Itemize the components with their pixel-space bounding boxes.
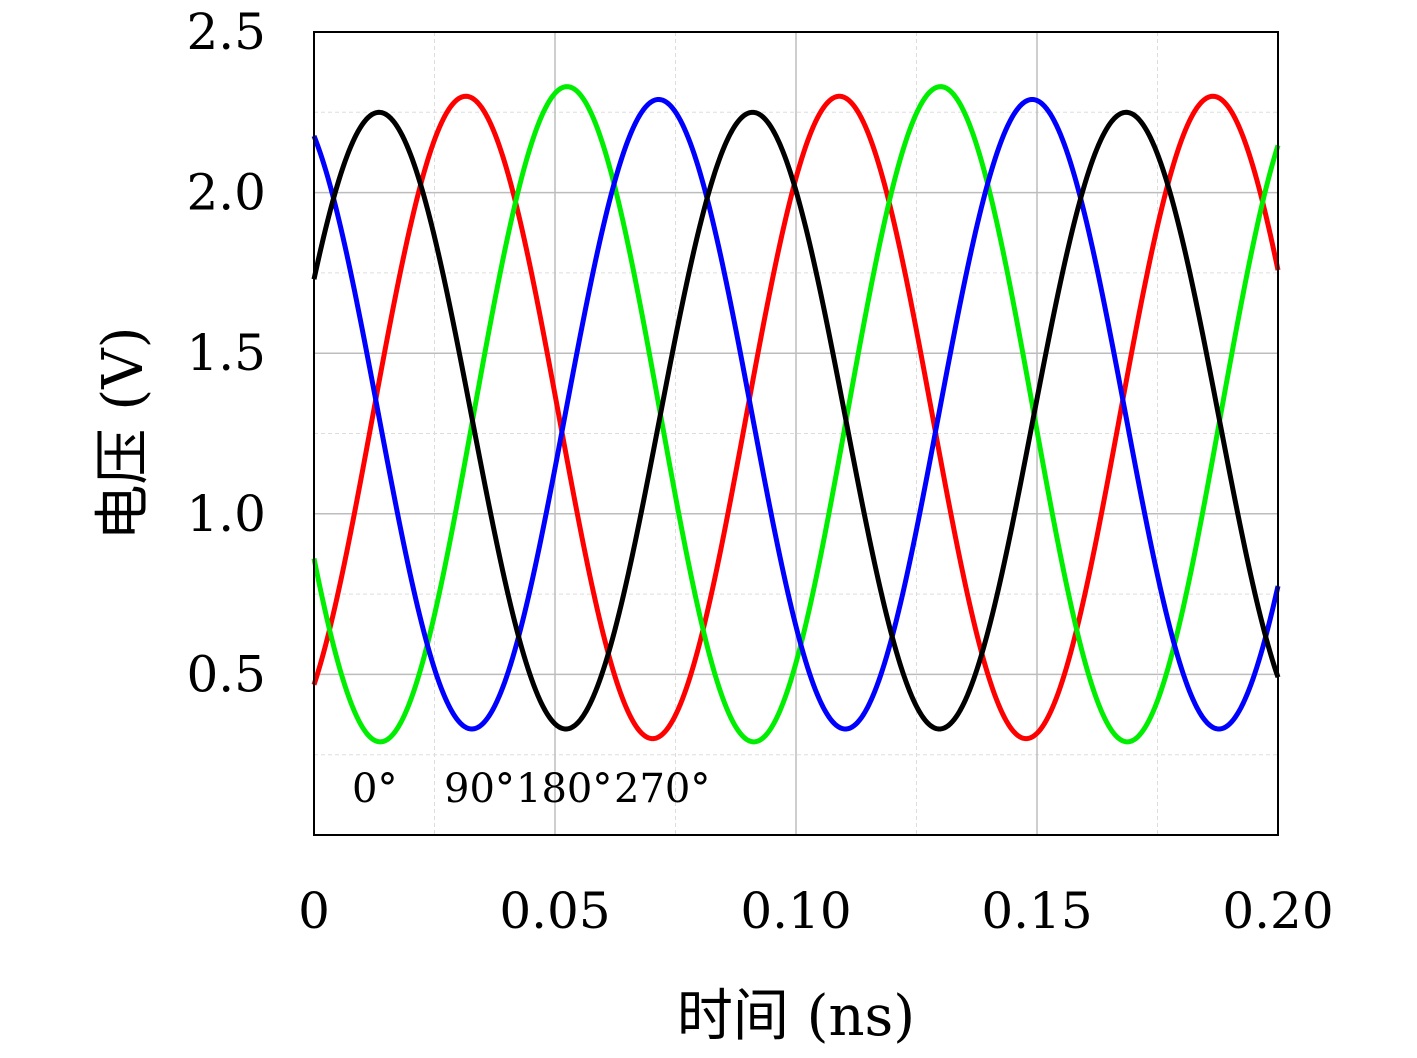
series-line-180 bbox=[311, 96, 1281, 732]
y-tick-labels: 0.5 1.0 1.5 2.0 2.5 bbox=[186, 3, 266, 703]
x-tick-label: 0.10 bbox=[740, 882, 851, 940]
phase-annotations: 0° 90° 180° 270° bbox=[352, 766, 710, 812]
series-layer bbox=[311, 84, 1281, 745]
phase-annotation: 90° bbox=[444, 766, 515, 812]
phase-annotation: 180° bbox=[516, 766, 612, 812]
x-tick-label: 0.05 bbox=[499, 882, 610, 940]
series-line-0 bbox=[311, 93, 1281, 742]
x-tick-label: 0 bbox=[298, 882, 330, 940]
y-tick-label: 0.5 bbox=[186, 645, 266, 703]
x-tick-label: 0.20 bbox=[1222, 882, 1333, 940]
series-line-90 bbox=[311, 84, 1281, 745]
y-tick-label: 1.5 bbox=[186, 324, 266, 382]
series-line-270 bbox=[311, 109, 1281, 732]
y-tick-label: 2.0 bbox=[186, 164, 266, 222]
x-tick-labels: 0 0.05 0.10 0.15 0.20 bbox=[298, 882, 1334, 940]
y-axis-title: 电压 (V) bbox=[91, 327, 156, 541]
y-tick-label: 2.5 bbox=[186, 3, 266, 61]
plot-frame bbox=[313, 31, 1279, 836]
phase-annotation: 0° bbox=[352, 766, 397, 812]
x-axis-title: 时间 (ns) bbox=[677, 984, 915, 1049]
phase-annotation: 270° bbox=[614, 766, 710, 812]
x-tick-label: 0.15 bbox=[981, 882, 1092, 940]
minor-grid bbox=[314, 32, 1278, 835]
y-tick-label: 1.0 bbox=[186, 485, 266, 543]
